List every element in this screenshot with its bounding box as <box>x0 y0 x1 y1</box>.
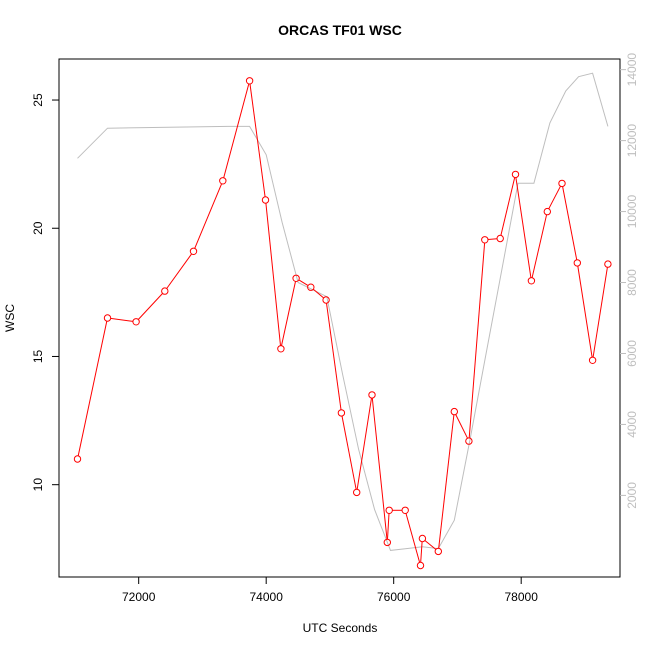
y2-tick-label: 12000 <box>625 124 639 158</box>
series-red-segment <box>298 279 309 287</box>
data-point <box>189 247 198 256</box>
series-red-segment <box>356 398 372 490</box>
y-tick-label: 25 <box>31 93 45 107</box>
y-axis-label: WSC <box>3 304 17 332</box>
y2-tick-label: 2000 <box>625 482 639 509</box>
series-red-segment <box>420 541 423 563</box>
x-tick-label: 74000 <box>250 590 284 604</box>
series-red-segment <box>500 177 516 236</box>
series-red-segment <box>326 303 342 410</box>
data-point <box>385 506 393 514</box>
data-point <box>383 538 391 547</box>
y-tick-label: 15 <box>31 349 45 363</box>
y2-tick-label: 10000 <box>625 195 639 229</box>
data-point <box>604 260 612 268</box>
x-tick-label: 78000 <box>505 590 539 604</box>
data-point <box>73 455 82 463</box>
series-red-segment <box>487 238 498 240</box>
data-point <box>292 274 300 282</box>
series-red <box>73 77 612 570</box>
series-red-segment <box>281 281 296 346</box>
series-red-segment <box>166 253 193 289</box>
data-point <box>465 437 473 445</box>
data-point <box>103 314 112 322</box>
data-point <box>496 234 504 243</box>
data-point <box>573 259 581 267</box>
series-red-segment <box>468 242 486 438</box>
data-point <box>245 77 254 85</box>
series-red-segment <box>194 183 223 249</box>
x-tick-label: 76000 <box>377 590 411 604</box>
series-red-segment <box>110 317 134 322</box>
series-red-segment <box>137 293 163 320</box>
series-red-segment <box>562 186 578 260</box>
series-red-segment <box>424 540 437 550</box>
y-tick-label: 10 <box>31 478 45 492</box>
data-point <box>434 547 442 556</box>
data-point <box>219 177 227 185</box>
data-point <box>450 407 458 416</box>
series-red-segment <box>249 83 266 197</box>
y2-tick-label: 14000 <box>625 53 639 87</box>
series-red-segment <box>577 265 593 358</box>
series-red-segment <box>341 415 357 490</box>
series-red-segment <box>548 185 561 209</box>
data-point <box>401 506 409 514</box>
data-point <box>307 283 315 291</box>
data-point <box>353 488 361 497</box>
y2-tick-label: 6000 <box>625 340 639 367</box>
data-point <box>416 561 425 570</box>
data-point <box>527 277 536 285</box>
data-point <box>481 236 489 244</box>
series-grey-line <box>77 72 609 551</box>
x-tick-label: 72000 <box>122 590 156 604</box>
chart-title: ORCAS TF01 WSC <box>278 22 402 38</box>
y-axis-left: 10 15 20 25 <box>31 93 59 491</box>
x-axis-label: UTC Seconds <box>303 621 378 635</box>
x-axis: 72000 74000 76000 78000 <box>122 577 538 604</box>
series-red-segment <box>405 513 421 563</box>
data-point <box>368 391 376 399</box>
data-point <box>322 296 330 304</box>
data-point <box>511 170 520 179</box>
data-point <box>558 179 566 188</box>
data-point <box>337 409 346 417</box>
data-point <box>132 318 140 326</box>
data-point <box>277 345 285 353</box>
y-tick-label: 20 <box>31 221 45 235</box>
data-point <box>588 356 597 364</box>
series-red-segment <box>455 414 468 439</box>
series-red-segment <box>531 214 548 278</box>
y-axis-right: 2000 4000 6000 8000 10000 12000 14000 <box>620 53 639 509</box>
series-red-segment <box>77 320 108 457</box>
y2-tick-label: 8000 <box>625 269 639 296</box>
series-red-segment <box>371 398 388 540</box>
data-point <box>261 196 270 204</box>
data-point <box>418 534 427 543</box>
series-red-segment <box>438 414 455 549</box>
series-red-segment <box>265 203 281 346</box>
data-point <box>543 207 551 216</box>
series-red-segment <box>312 288 325 299</box>
series-grey-polyline <box>77 72 609 551</box>
plot-frame <box>58 58 621 578</box>
series-red-segment <box>223 83 250 178</box>
data-point <box>161 287 169 295</box>
y2-tick-label: 4000 <box>625 411 639 438</box>
series-red-segment <box>592 267 608 358</box>
series-red-segment <box>515 177 532 278</box>
series-red-segment <box>387 513 390 540</box>
